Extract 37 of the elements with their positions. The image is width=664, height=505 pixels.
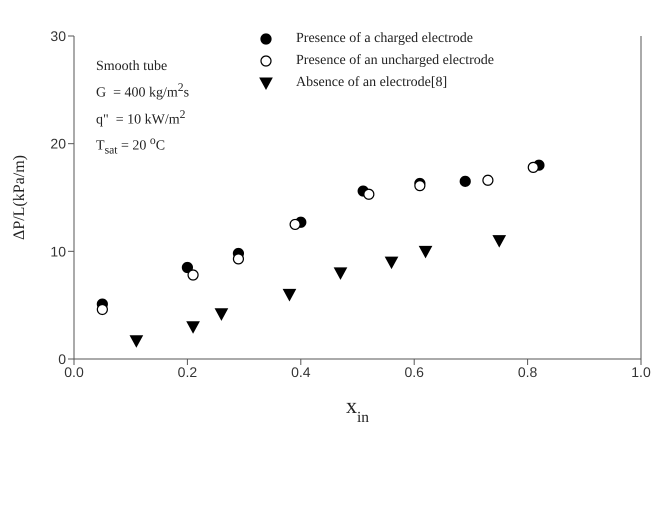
y-tick-label: 0 bbox=[58, 350, 66, 367]
point bbox=[385, 256, 398, 269]
x-tick-label: 1.0 bbox=[631, 364, 651, 380]
x-axis-title: x$_{in}$ bbox=[346, 393, 370, 426]
y-axis-title: ΔP/L(kPa/m) bbox=[11, 155, 28, 240]
point bbox=[96, 304, 108, 316]
annotation: q" = 10 kW/m$^{2}$ bbox=[96, 106, 186, 130]
point bbox=[419, 246, 432, 258]
annotation: G = 400 kg/m$^{2}$s bbox=[96, 80, 190, 103]
annotation: T$_{sat}$ = 20 $^{o}$C bbox=[96, 133, 166, 159]
point bbox=[232, 253, 244, 264]
x-tick-label: 0.4 bbox=[291, 364, 311, 380]
x-tick-label: 0.2 bbox=[178, 364, 198, 380]
x-tick-label: 0.6 bbox=[404, 364, 424, 380]
point bbox=[363, 188, 374, 200]
legend-label: Presence of an uncharged electrode bbox=[296, 53, 494, 69]
point bbox=[414, 180, 426, 192]
point bbox=[186, 321, 200, 334]
point bbox=[182, 262, 193, 274]
legend-label: Presence of a charged electrode bbox=[296, 31, 473, 47]
legend-label: Absence of an electrode[8] bbox=[296, 75, 448, 91]
x-tick-label: 0.8 bbox=[518, 364, 538, 380]
x-tick-label: 0.0 bbox=[64, 364, 84, 380]
point bbox=[282, 288, 296, 301]
point bbox=[492, 235, 506, 248]
point bbox=[290, 218, 301, 230]
point bbox=[214, 308, 228, 320]
y-tick-label: 30 bbox=[50, 28, 66, 44]
point bbox=[130, 335, 143, 348]
annotation: Smooth tube bbox=[96, 58, 168, 76]
point bbox=[528, 162, 539, 173]
y-tick-label: 20 bbox=[50, 136, 66, 152]
point bbox=[187, 269, 199, 281]
point bbox=[460, 176, 471, 187]
y-tick-label: 10 bbox=[50, 243, 66, 260]
point bbox=[334, 267, 347, 280]
point bbox=[482, 174, 494, 186]
